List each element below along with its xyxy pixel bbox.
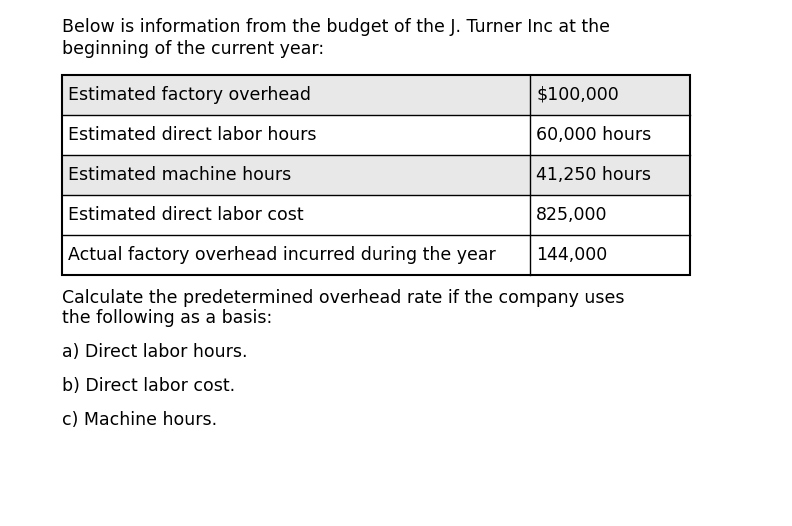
Text: a) Direct labor hours.: a) Direct labor hours. [62, 343, 247, 361]
Text: Estimated machine hours: Estimated machine hours [68, 166, 291, 184]
Text: 825,000: 825,000 [536, 206, 607, 224]
Text: Calculate the predetermined overhead rate if the company uses: Calculate the predetermined overhead rat… [62, 289, 625, 307]
Text: 60,000 hours: 60,000 hours [536, 126, 651, 144]
Text: Actual factory overhead incurred during the year: Actual factory overhead incurred during … [68, 246, 496, 264]
Bar [62, 235, 690, 275]
Text: b) Direct labor cost.: b) Direct labor cost. [62, 377, 235, 395]
Text: c) Machine hours.: c) Machine hours. [62, 411, 217, 429]
Text: Estimated direct labor cost: Estimated direct labor cost [68, 206, 303, 224]
Text: Estimated factory overhead: Estimated factory overhead [68, 86, 311, 104]
Bar [62, 75, 690, 275]
Text: Estimated direct labor hours: Estimated direct labor hours [68, 126, 317, 144]
Text: 41,250 hours: 41,250 hours [536, 166, 651, 184]
Text: Below is information from the budget of the J. Turner Inc at the: Below is information from the budget of … [62, 18, 610, 36]
Text: 144,000: 144,000 [536, 246, 607, 264]
Text: beginning of the current year:: beginning of the current year: [62, 40, 324, 58]
Bar [62, 155, 690, 195]
Text: $100,000: $100,000 [536, 86, 619, 104]
Bar [62, 75, 690, 115]
Bar [62, 115, 690, 155]
Bar [62, 195, 690, 235]
Text: the following as a basis:: the following as a basis: [62, 309, 272, 327]
